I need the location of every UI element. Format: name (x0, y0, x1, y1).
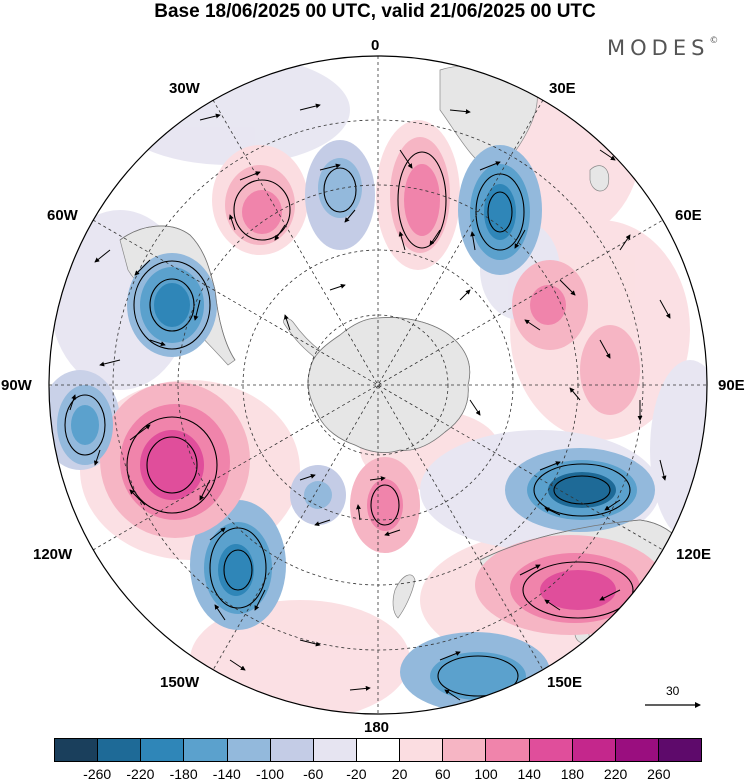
lon-label-30w: 30W (169, 80, 200, 97)
colorbar-segment (615, 739, 659, 761)
anomaly-pos-110w (100, 382, 250, 538)
colorbar-tick-label: 100 (474, 766, 498, 782)
colorbar-tick-label: 260 (647, 766, 671, 782)
anomaly-pos-60e (512, 260, 588, 350)
anomaly-neg-95w (57, 385, 113, 465)
map-title: Base 18/06/2025 00 UTC, valid 21/06/2025… (154, 1, 596, 22)
modes-logo: MODES© (607, 36, 718, 60)
anomaly-neg-140w (190, 500, 286, 630)
colorbar-segment (443, 739, 487, 761)
colorbar-segment (356, 739, 401, 761)
colorbar-tick-label: 220 (603, 766, 628, 782)
colorbar-tick-label: 140 (517, 766, 541, 782)
colorbar-segment (227, 739, 271, 761)
colorbar-tick-label: -180 (169, 766, 198, 782)
lon-label-150e: 150E (547, 674, 583, 691)
colorbar-segment (400, 739, 444, 761)
colorbar-segment (270, 739, 314, 761)
lon-label-30e: 30E (549, 80, 576, 97)
anomaly-neg-10w (305, 140, 375, 250)
colorbar-segment (313, 739, 357, 761)
graticule (49, 56, 707, 714)
anomaly-cells (57, 120, 665, 712)
lon-label-0: 0 (371, 37, 380, 54)
anomaly-pos-175e (350, 457, 420, 553)
anomaly-pos-30w (212, 145, 308, 255)
colorbar-segment (141, 739, 185, 761)
lon-label-150w: 150W (160, 674, 200, 691)
colorbar-segment (486, 739, 530, 761)
anomaly-pos-75e (580, 325, 640, 415)
lon-label-180: 180 (364, 719, 390, 736)
lon-label-90e: 90E (718, 377, 745, 394)
reference-vector-label: 30 (666, 684, 680, 698)
map-disc (49, 56, 707, 714)
contours (64, 151, 634, 697)
colorbar-segment (98, 739, 142, 761)
colorbar-tick-label: -140 (212, 766, 241, 782)
lon-label-60e: 60E (675, 207, 702, 224)
colorbar-segment (658, 739, 702, 761)
colorbar-tick-label: -260 (83, 766, 112, 782)
anomaly-neg-30e (458, 145, 542, 275)
colorbar-tick-label: -100 (255, 766, 285, 782)
anomaly-neg-150w (290, 465, 346, 525)
lon-label-60w: 60W (47, 207, 78, 224)
colorbar-tick-label: -20 (346, 766, 367, 782)
colorbar-ticks: -260 -220 -180 -140 -100 -60 -20 20 60 100 140 180 2… (0, 766, 750, 782)
brand-text: MODES (607, 36, 710, 60)
lon-label-90w: 90W (1, 377, 32, 394)
anomaly-neg-60w (127, 253, 217, 357)
colorbar-segment (184, 739, 228, 761)
lon-label-120w: 120W (33, 546, 73, 563)
anomaly-pos-5e (376, 120, 460, 270)
colorbar-tick-label: -60 (303, 766, 324, 782)
lon-label-120e: 120E (676, 546, 712, 563)
colorbar-tick-label: -220 (126, 766, 155, 782)
new-zealand (392, 574, 416, 619)
colorbar-segment (529, 739, 573, 761)
colorbar-tick-label: 180 (560, 766, 585, 782)
colorbar-tick-label: 60 (435, 766, 451, 782)
colorbar-segment (55, 739, 99, 761)
copyright-mark: © (709, 36, 719, 46)
madagascar (589, 165, 610, 192)
anomaly-neg-105e (505, 448, 655, 532)
colorbar-tick-label: 20 (391, 766, 408, 782)
map-boundary (48, 55, 708, 715)
colorbar-segment (572, 739, 616, 761)
colorbar (54, 738, 702, 762)
